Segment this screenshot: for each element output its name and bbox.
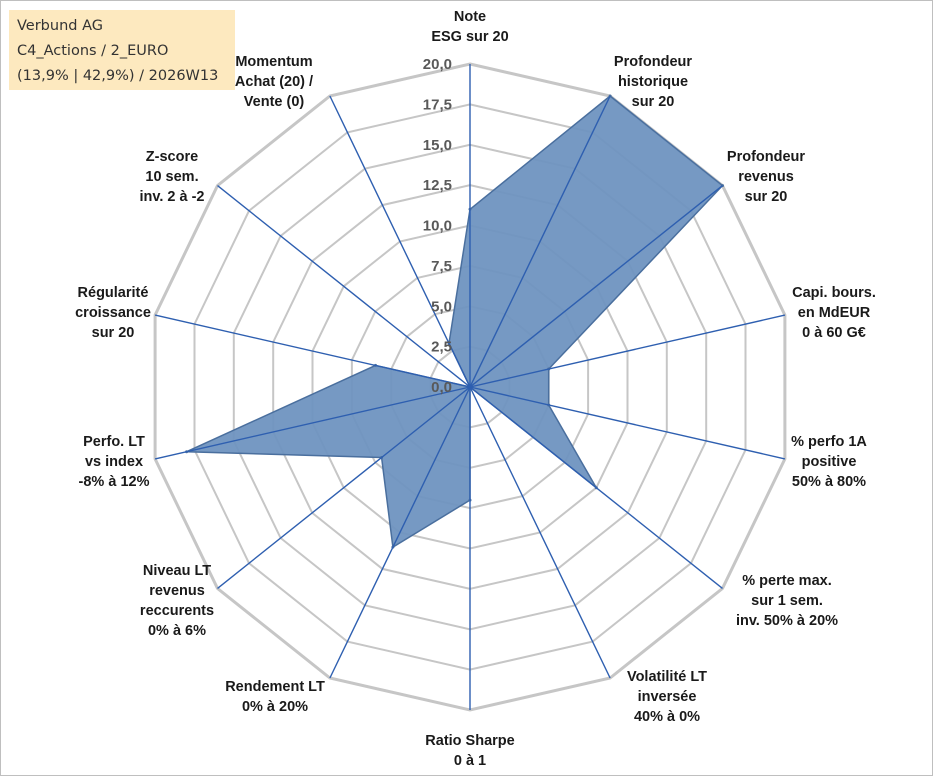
category-line: C4_Actions / 2_EURO [17, 43, 169, 59]
tick-label: 17,5 [423, 96, 452, 113]
axis-label-13-line-1: Achat (20) / [235, 74, 313, 90]
axis-label-2-line-0: Profondeur [727, 149, 805, 165]
axis-label-3-line-2: 0 à 60 G€ [802, 325, 866, 341]
tick-label: 10,0 [423, 218, 452, 235]
axis-label-6-line-0: Volatilité LT [627, 669, 707, 685]
axis-label-12-line-0: Z-score [146, 149, 198, 165]
tick-label: 0,0 [431, 379, 452, 396]
axis-label-2-line-1: revenus [738, 169, 794, 185]
axis-label-0-line-1: ESG sur 20 [431, 29, 508, 45]
axis-spoke-2 [469, 185, 723, 388]
axis-label-1-line-1: historique [618, 74, 688, 90]
axis-spoke-3 [469, 314, 786, 388]
axis-label-13-line-2: Vente (0) [244, 94, 305, 110]
axis-spoke-12 [217, 185, 471, 388]
axis-label-10-line-2: -8% à 12% [79, 474, 150, 490]
axis-label-8-line-0: Rendement LT [225, 679, 325, 695]
axis-spoke-10 [154, 386, 471, 460]
axis-label-4-line-1: positive [802, 454, 857, 470]
axis-spoke-5 [469, 386, 723, 589]
axis-spoke-9 [217, 386, 471, 589]
axis-label-5-line-2: inv. 50% à 20% [736, 613, 838, 629]
axis-spoke-6 [469, 386, 611, 679]
series-area-0 [186, 95, 724, 549]
tick-label: 7,5 [431, 258, 452, 275]
axis-label-13-line-0: Momentum [235, 54, 312, 70]
axis-label-5-line-0: % perte max. [742, 573, 831, 589]
axis-labels: Note ESG sur 20 Profondeur historique sur 20… [75, 9, 876, 769]
axis-label-1-line-2: sur 20 [632, 94, 675, 110]
axis-label-4-line-2: 50% à 80% [792, 474, 866, 490]
axis-label-11-line-0: Régularité [78, 285, 149, 301]
axis-spoke-8 [329, 386, 471, 679]
axis-spoke-4 [469, 386, 786, 460]
company-name: Verbund AG [17, 18, 103, 34]
axis-label-5-line-1: sur 1 sem. [751, 593, 823, 609]
axis-label-6-line-1: inversée [638, 689, 697, 705]
tick-label: 20,0 [423, 56, 452, 73]
axis-spoke-13 [329, 95, 471, 388]
axis-label-10-line-1: vs index [85, 454, 143, 470]
axis-label-3-line-1: en MdEUR [798, 305, 871, 321]
axis-label-12-line-1: 10 sem. [145, 169, 198, 185]
axis-label-9-line-0: Niveau LT [143, 563, 211, 579]
axis-label-0-line-0: Note [454, 9, 486, 25]
axis-label-3-line-0: Capi. bours. [792, 285, 876, 301]
stats-line: (13,9% | 42,9%) / 2026W13 [17, 68, 219, 84]
axis-label-2-line-2: sur 20 [745, 189, 788, 205]
axis-label-12-line-2: inv. 2 à -2 [139, 189, 204, 205]
axis-label-1-line-0: Profondeur [614, 54, 692, 70]
tick-label: 15,0 [423, 137, 452, 154]
tick-label: 2,5 [431, 339, 452, 356]
axis-spoke-1 [469, 95, 611, 388]
info-box: Verbund AG C4_Actions / 2_EURO (13,9% | … [9, 10, 235, 90]
axis-label-6-line-2: 40% à 0% [634, 709, 700, 725]
axis-label-7-line-0: Ratio Sharpe [425, 733, 514, 749]
axis-label-8-line-1: 0% à 20% [242, 699, 308, 715]
axis-label-9-line-2: reccurents [140, 603, 214, 619]
axis-spokes [154, 64, 786, 710]
axis-label-9-line-1: revenus [149, 583, 205, 599]
axis-label-7-line-1: 0 à 1 [454, 753, 486, 769]
axis-label-11-line-2: sur 20 [92, 325, 135, 341]
axis-spoke-11 [154, 314, 471, 388]
tick-labels: 0,0 2,5 5,0 7,5 10,0 12,5 15,0 17,5 20,0 [423, 56, 452, 396]
tick-label: 5,0 [431, 298, 452, 315]
axis-label-9-line-3: 0% à 6% [148, 623, 206, 639]
axis-label-11-line-1: croissance [75, 305, 151, 321]
axis-label-4-line-0: % perfo 1A [791, 434, 867, 450]
tick-label: 12,5 [423, 177, 452, 194]
axis-label-10-line-0: Perfo. LT [83, 434, 145, 450]
